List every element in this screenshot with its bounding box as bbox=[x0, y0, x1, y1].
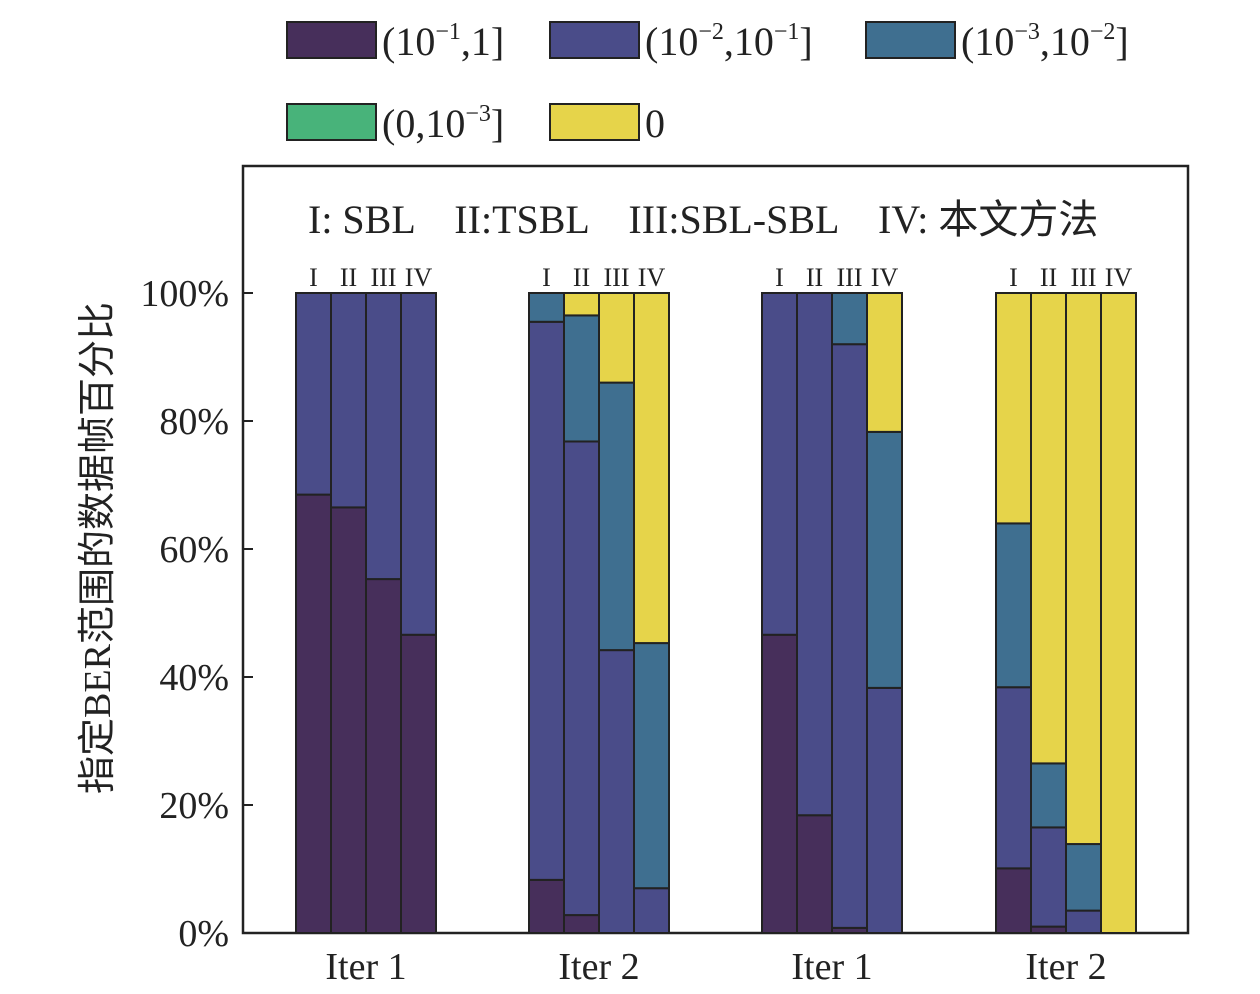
bar-segment bbox=[528, 292, 565, 323]
bar-segment bbox=[563, 914, 600, 935]
bar-segment bbox=[995, 522, 1032, 689]
y-axis-label: 指定BER范围的数据帧百分比 bbox=[77, 302, 119, 794]
bar-segment bbox=[761, 292, 798, 636]
bar-segment bbox=[633, 642, 670, 890]
legend-swatch bbox=[286, 103, 377, 141]
x-tick-label: Iter 1 bbox=[791, 946, 872, 988]
bar-segment bbox=[365, 292, 402, 581]
bar-segment bbox=[400, 633, 437, 934]
bar-segment bbox=[330, 506, 367, 934]
bar-method-label: III bbox=[837, 263, 863, 292]
legend-label: 0 bbox=[645, 101, 665, 146]
bar-segment bbox=[1065, 843, 1102, 912]
bar-segment bbox=[633, 887, 670, 935]
legend-swatch bbox=[286, 21, 377, 59]
bar-segment bbox=[1065, 292, 1102, 846]
bar-segment bbox=[598, 649, 635, 934]
bar-segment bbox=[563, 314, 600, 443]
x-tick-label: Iter 2 bbox=[558, 946, 639, 988]
bar-method-label: IV bbox=[638, 263, 666, 292]
bar-segment bbox=[528, 878, 565, 935]
legend-label: (0,10−3​] bbox=[382, 101, 504, 146]
bar-segment bbox=[831, 343, 868, 929]
y-tick-label: 100% bbox=[140, 273, 229, 315]
bar-method-label: I bbox=[309, 263, 318, 292]
bar-method-label: I bbox=[775, 263, 784, 292]
bar-segment bbox=[563, 292, 600, 317]
legend-swatch bbox=[865, 21, 956, 59]
bar-segment bbox=[1030, 292, 1067, 765]
legend-label: (10−2​,10−1​] bbox=[645, 19, 813, 64]
axes: 0% 20% 40% 60% 80% 100% Iter 1 Iter 2 Iter 1 Iter… bbox=[140, 273, 1106, 988]
legend-label: (10−1​,1] bbox=[382, 19, 504, 64]
bar-segment bbox=[365, 578, 402, 935]
bar-method-label: II bbox=[806, 263, 823, 292]
bar-segment bbox=[1030, 826, 1067, 928]
bar-method-label: I bbox=[1009, 263, 1018, 292]
bar-segment bbox=[633, 292, 670, 645]
method-annotation: I: SBL II:TSBL III:SBL-SBL IV: 本文方法 bbox=[308, 197, 1098, 242]
y-tick-label: 20% bbox=[159, 785, 229, 827]
bar-segment bbox=[295, 493, 332, 934]
legend: (10−1​,1] (10−2​,10−1​] (10−3​,10−2​] (0,10… bbox=[286, 19, 1129, 146]
bar-method-label: II bbox=[1040, 263, 1057, 292]
bar-segment bbox=[528, 320, 565, 881]
legend-label: (10−3​,10−2​] bbox=[961, 19, 1129, 64]
bar-segment bbox=[866, 686, 903, 934]
bar-method-label: IV bbox=[1105, 263, 1133, 292]
bar-segment bbox=[1030, 762, 1067, 829]
x-tick-label: Iter 2 bbox=[1025, 946, 1106, 988]
bar-segment bbox=[400, 292, 437, 636]
y-tick-label: 60% bbox=[159, 529, 229, 571]
bar-segment bbox=[796, 292, 833, 817]
bars: I II III IV I II III IV I II III IV I II III IV bbox=[295, 263, 1137, 935]
bar-segment bbox=[761, 633, 798, 934]
bar-segment bbox=[295, 292, 332, 496]
bar-segment bbox=[831, 292, 868, 346]
y-tick-label: 80% bbox=[159, 401, 229, 443]
bar-method-label: III bbox=[371, 263, 397, 292]
bar-segment bbox=[598, 292, 635, 384]
bar-method-label: I bbox=[542, 263, 551, 292]
bar-segment bbox=[796, 814, 833, 934]
bar-segment bbox=[563, 440, 600, 917]
bar-method-label: IV bbox=[405, 263, 433, 292]
bar-segment bbox=[1100, 292, 1137, 934]
bar-method-label: III bbox=[1071, 263, 1097, 292]
bar-segment bbox=[995, 686, 1032, 870]
bar-segment bbox=[598, 381, 635, 652]
x-tick-label: Iter 1 bbox=[325, 946, 406, 988]
bar-segment bbox=[995, 867, 1032, 934]
legend-swatch bbox=[549, 103, 640, 141]
bar-segment bbox=[330, 292, 367, 509]
y-tick-label: 40% bbox=[159, 657, 229, 699]
y-tick-label: 0% bbox=[178, 913, 229, 955]
bar-segment bbox=[866, 430, 903, 689]
bar-method-label: IV bbox=[871, 263, 899, 292]
bar-method-label: II bbox=[573, 263, 590, 292]
bar-segment bbox=[866, 292, 903, 433]
bar-method-label: II bbox=[340, 263, 357, 292]
bar-method-label: III bbox=[604, 263, 630, 292]
bar-segment bbox=[995, 292, 1032, 525]
bar-segment bbox=[1065, 909, 1102, 934]
legend-swatch bbox=[549, 21, 640, 59]
